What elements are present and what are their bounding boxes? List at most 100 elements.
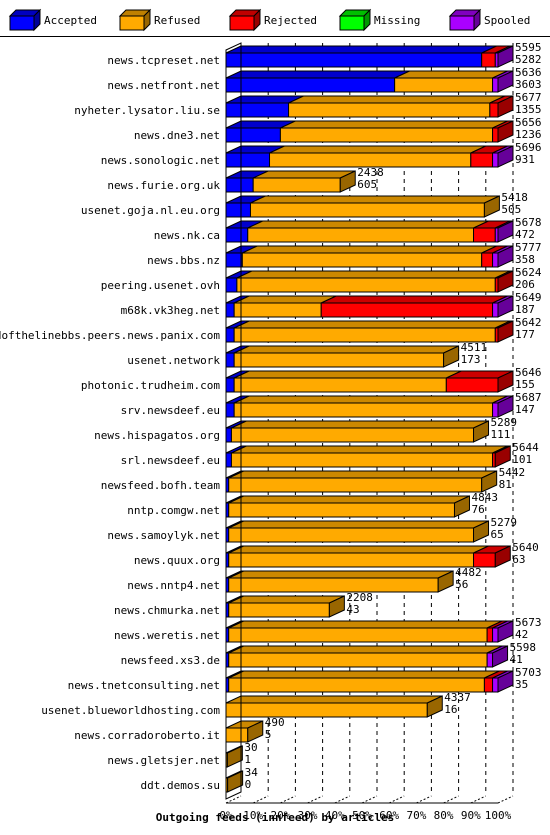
offered-value: 5644 (512, 441, 539, 454)
x-tick-label: 30% (298, 809, 318, 822)
row-label: srv.newsdeef.eu (121, 404, 220, 417)
bar-segment-top (225, 695, 443, 704)
legend-label: Missing (374, 14, 420, 27)
offered-value: 4337 (444, 691, 471, 704)
accepted-value: 35 (515, 678, 528, 691)
bar-segment-top (228, 645, 503, 654)
bar-segment-rejected (473, 552, 496, 568)
bar-segment-accepted (225, 127, 281, 143)
bar-segment-refused (233, 377, 447, 393)
tick-line (497, 795, 514, 804)
bar-segment-top (242, 245, 497, 254)
bar-segment-rejected (481, 52, 496, 68)
bar-segment-top (236, 270, 511, 279)
offered-value: 5687 (515, 391, 542, 404)
bar-segment-side (227, 770, 244, 793)
bar-row-news-tcpreset-net (225, 45, 514, 68)
offered-value: 5636 (515, 66, 542, 79)
bar-segment-refused (228, 477, 483, 493)
bar-segment-side (497, 120, 514, 143)
bar-row-news-chmurka-net (225, 595, 345, 618)
offered-value: 5673 (515, 616, 542, 629)
bar-segment-accepted (225, 377, 235, 393)
row-label: news.netfront.net (107, 79, 220, 92)
bar-segment-refused (228, 627, 488, 643)
accepted-value: 3603 (515, 78, 542, 91)
bar-segment-top (233, 320, 511, 329)
row-label: news.gletsjer.net (107, 754, 220, 767)
x-tick-label: 70% (406, 809, 426, 822)
accepted-value: 42 (515, 628, 528, 641)
bar-segment-accepted (225, 202, 251, 218)
row-label: photonic.trudheim.com (81, 379, 220, 392)
accepted-value: 101 (512, 453, 532, 466)
offered-value: 5595 (515, 41, 542, 54)
x-tick-label: 80% (434, 809, 454, 822)
bar-segment-accepted (225, 227, 249, 243)
offered-value: 4511 (461, 341, 488, 354)
bar-segment-side (497, 220, 514, 243)
bar-segment-top (231, 420, 489, 429)
offered-value: 4843 (471, 491, 498, 504)
bar-segment-spooled (492, 302, 499, 318)
bar-row-news-tnetconsulting-net (225, 670, 514, 693)
accepted-value: 505 (501, 203, 521, 216)
row-label: news.sonologic.net (101, 154, 220, 167)
x-axis: 0% 10% 20% 30% 40% 50% 60% 70% 80% 90% 100% (219, 42, 514, 822)
tick-line (280, 795, 296, 804)
x-tick-label: 100% (485, 809, 512, 822)
x-tick-label: 20% (270, 809, 290, 822)
accepted-value: 177 (515, 328, 535, 341)
row-label: newsfeed.xs3.de (121, 654, 220, 667)
legend-item-spooled: Spooled (448, 8, 530, 32)
bar-segment-top (228, 620, 503, 629)
bar-segment-accepted (225, 52, 483, 68)
offered-value: 5624 (515, 266, 542, 279)
bar-segment-top (233, 370, 462, 379)
accepted-value: 43 (346, 603, 359, 616)
bar-row-news-nntp4-net (225, 570, 454, 593)
accepted-value: 111 (491, 428, 511, 441)
accepted-value: 1236 (515, 128, 542, 141)
accepted-value: 173 (461, 353, 481, 366)
bar-segment-top (225, 70, 410, 79)
offered-value: 5656 (515, 116, 542, 129)
bar-segment-refused (233, 327, 496, 343)
bar-segment-accepted (225, 427, 232, 443)
tick-line (388, 795, 405, 804)
accepted-value: 206 (515, 278, 535, 291)
bar-row-news-quux-org (225, 545, 511, 568)
bar-segment-side (481, 470, 498, 493)
x-tick-label: 60% (379, 809, 399, 822)
bar-segment-refused (228, 552, 475, 568)
bar-segment-refused (233, 352, 445, 368)
bar-segment-refused (230, 452, 494, 468)
bar-row-endofthelinebbs-peers-news-panix-com (225, 320, 514, 343)
offered-value: 5289 (491, 416, 518, 429)
row-label: news.bbs.nz (147, 254, 220, 267)
bar-segment-top (288, 95, 506, 104)
bar-segment-accepted (225, 252, 243, 268)
row-label: news.quux.org (134, 554, 220, 567)
bar-segment-rejected (320, 302, 494, 318)
bar-segment-refused (288, 102, 491, 118)
bar-segment-side (497, 145, 514, 168)
row-label: usenet.network (127, 354, 220, 367)
bar-segment-refused (228, 577, 439, 593)
bar-segment-refused (233, 302, 322, 318)
legend-swatch (119, 15, 145, 31)
accepted-value: 155 (515, 378, 535, 391)
row-label: news.nntp4.net (127, 579, 220, 592)
bar-segment-rejected (481, 252, 494, 268)
bar-row-news-nk-ca (225, 220, 514, 243)
legend-item-refused: Refused (118, 8, 200, 32)
bar-segment-top (228, 595, 345, 604)
accepted-value: 1 (244, 753, 251, 766)
row-label: news.samoylyk.net (107, 529, 220, 542)
tick-line (334, 795, 351, 804)
row-label: news.nk.ca (154, 229, 220, 242)
bar-segment-top (280, 120, 508, 129)
accepted-value: 41 (510, 653, 523, 666)
offered-value: 5646 (515, 366, 542, 379)
